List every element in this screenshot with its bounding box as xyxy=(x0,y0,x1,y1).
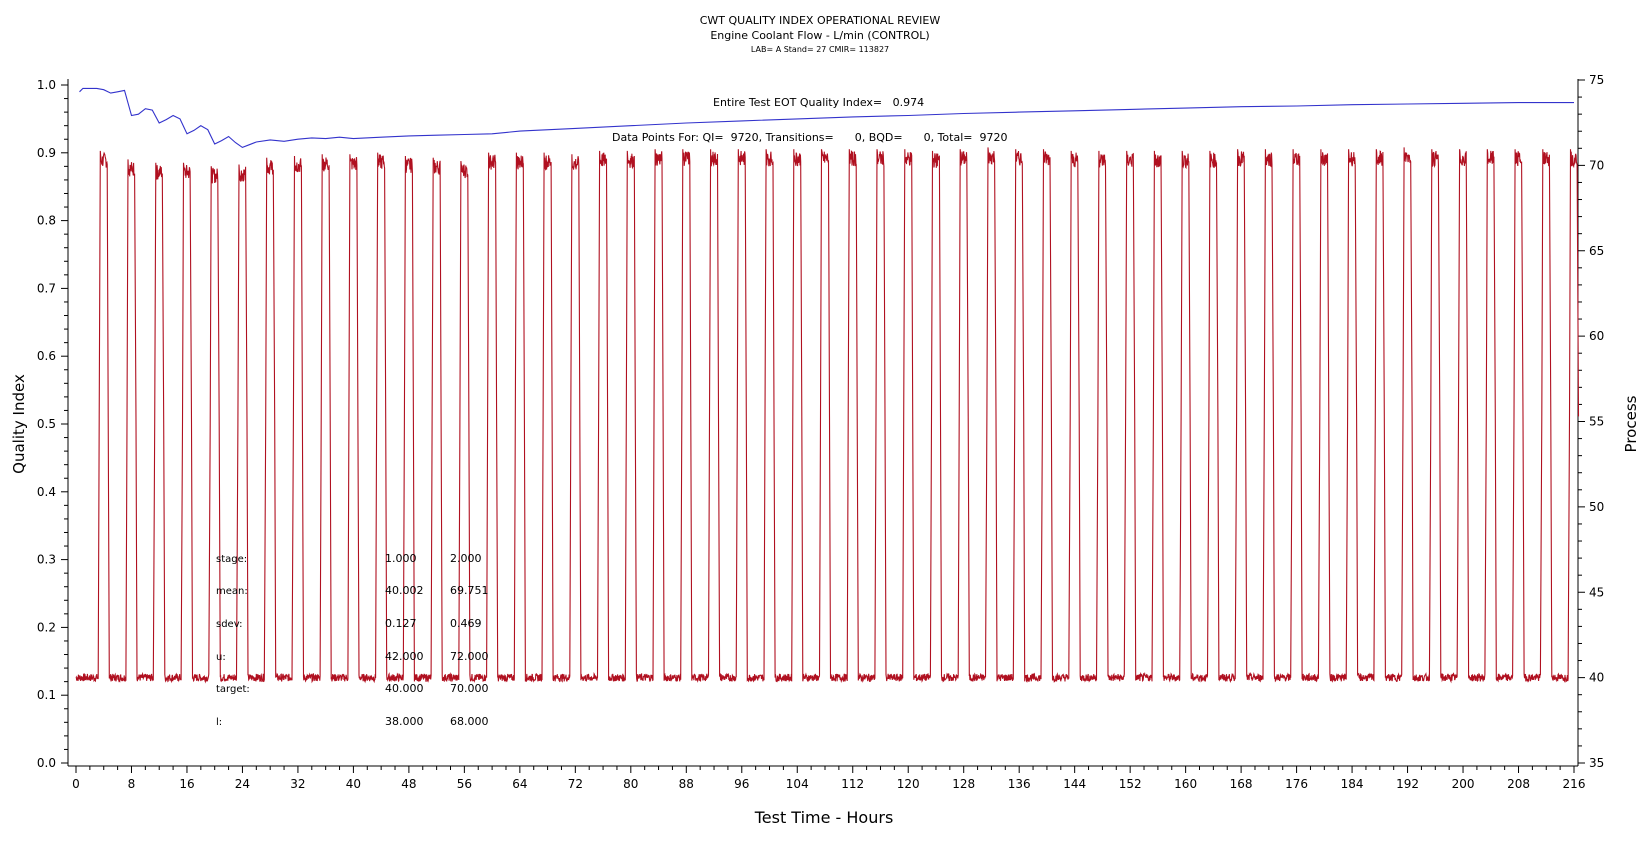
y-left-tick-label: 0.6 xyxy=(37,349,56,363)
stats-label: stage: xyxy=(216,554,247,565)
x-tick-label: 56 xyxy=(457,777,472,791)
y-right-tick-label: 60 xyxy=(1589,329,1604,343)
x-tick-label: 96 xyxy=(734,777,749,791)
x-tick-label: 216 xyxy=(1563,777,1586,791)
x-tick-label: 88 xyxy=(679,777,694,791)
y-right-tick-label: 40 xyxy=(1589,671,1604,685)
y-left-tick-label: 0.4 xyxy=(37,485,56,499)
chart-title: CWT QUALITY INDEX OPERATIONAL REVIEW xyxy=(700,14,941,27)
y-right-tick-label: 35 xyxy=(1589,756,1604,770)
y-right-axis-ticks: 35 40 45 50 55 60 65 70 75 xyxy=(1578,73,1604,770)
x-tick-label: 128 xyxy=(952,777,975,791)
y-left-tick-label: 0.8 xyxy=(37,214,56,228)
x-tick-label: 64 xyxy=(512,777,527,791)
y-left-axis-ticks: 0.0 0.1 0.2 0.3 0.4 0.5 0.6 0.7 0.8 0.9 1.0 xyxy=(37,78,68,770)
stats-label: sdev: xyxy=(216,619,242,630)
x-tick-label: 176 xyxy=(1285,777,1308,791)
y-left-tick-label: 0.3 xyxy=(37,553,56,567)
x-tick-label: 24 xyxy=(235,777,250,791)
y-right-tick-label: 50 xyxy=(1589,500,1604,514)
x-tick-label: 136 xyxy=(1008,777,1031,791)
y-left-tick-label: 0.1 xyxy=(37,688,56,702)
points-annotation: Data Points For: QI= 9720, Transitions= … xyxy=(612,131,1007,144)
x-tick-label: 168 xyxy=(1230,777,1253,791)
stats-stage2-value: 70.000 xyxy=(450,682,489,695)
stats-stage1-value: 38.000 xyxy=(385,715,424,728)
x-tick-label: 40 xyxy=(346,777,361,791)
y-right-tick-label: 45 xyxy=(1589,585,1604,599)
y-right-axis-label: Process xyxy=(1622,395,1640,452)
x-tick-label: 144 xyxy=(1063,777,1086,791)
y-right-tick-label: 65 xyxy=(1589,244,1604,258)
y-left-tick-label: 0.7 xyxy=(37,281,56,295)
x-tick-label: 184 xyxy=(1341,777,1364,791)
y-left-tick-label: 1.0 xyxy=(37,78,56,92)
stats-table: stage: 1.000 2.000 mean: 40.002 69.751 sdev: 0.… xyxy=(216,552,489,728)
quality-index-series-line xyxy=(79,87,1574,149)
y-right-tick-label: 75 xyxy=(1589,73,1604,87)
process-series-line xyxy=(75,147,1580,684)
y-right-tick-label: 55 xyxy=(1589,415,1604,429)
x-tick-label: 200 xyxy=(1452,777,1475,791)
chart-subtitle-2: LAB= A Stand= 27 CMIR= 113827 xyxy=(751,45,889,54)
x-tick-label: 48 xyxy=(401,777,416,791)
x-tick-label: 208 xyxy=(1507,777,1530,791)
x-tick-label: 8 xyxy=(128,777,136,791)
y-left-tick-label: 0.5 xyxy=(37,417,56,431)
stats-stage1-value: 1.000 xyxy=(385,552,417,565)
x-tick-label: 152 xyxy=(1119,777,1142,791)
stats-stage1-value: 0.127 xyxy=(385,617,417,630)
x-tick-label: 120 xyxy=(897,777,920,791)
y-left-tick-label: 0.0 xyxy=(37,756,56,770)
stats-label: l: xyxy=(216,717,222,728)
x-axis-label: Test Time - Hours xyxy=(754,808,894,827)
x-tick-label: 112 xyxy=(841,777,864,791)
stats-label: target: xyxy=(216,684,250,695)
stats-stage2-value: 68.000 xyxy=(450,715,489,728)
y-left-tick-label: 0.2 xyxy=(37,620,56,634)
x-tick-label: 72 xyxy=(568,777,583,791)
y-left-axis-label: Quality Index xyxy=(10,374,28,474)
y-right-tick-label: 70 xyxy=(1589,158,1604,172)
x-tick-label: 32 xyxy=(290,777,305,791)
stats-label: u: xyxy=(216,652,226,663)
stats-stage2-value: 72.000 xyxy=(450,650,489,663)
stats-stage2-value: 0.469 xyxy=(450,617,482,630)
eot-annotation: Entire Test EOT Quality Index= 0.974 xyxy=(713,96,924,109)
stats-stage1-value: 42.000 xyxy=(385,650,424,663)
x-tick-label: 160 xyxy=(1174,777,1197,791)
x-tick-label: 16 xyxy=(179,777,194,791)
stats-stage1-value: 40.002 xyxy=(385,584,424,597)
y-left-tick-label: 0.9 xyxy=(37,146,56,160)
stats-label: mean: xyxy=(216,586,248,597)
x-tick-label: 192 xyxy=(1396,777,1419,791)
stats-stage2-value: 69.751 xyxy=(450,584,489,597)
stats-stage1-value: 40.000 xyxy=(385,682,424,695)
series-layer xyxy=(75,87,1580,684)
stats-stage2-value: 2.000 xyxy=(450,552,482,565)
x-tick-label: 80 xyxy=(623,777,638,791)
x-tick-label: 104 xyxy=(786,777,809,791)
chart-subtitle: Engine Coolant Flow - L/min (CONTROL) xyxy=(710,29,929,42)
x-axis-ticks: 0 8 16 24 32 40 48 56 64 72 80 88 96 104 112 120 128 136 1… xyxy=(72,766,1585,791)
x-tick-label: 0 xyxy=(72,777,80,791)
